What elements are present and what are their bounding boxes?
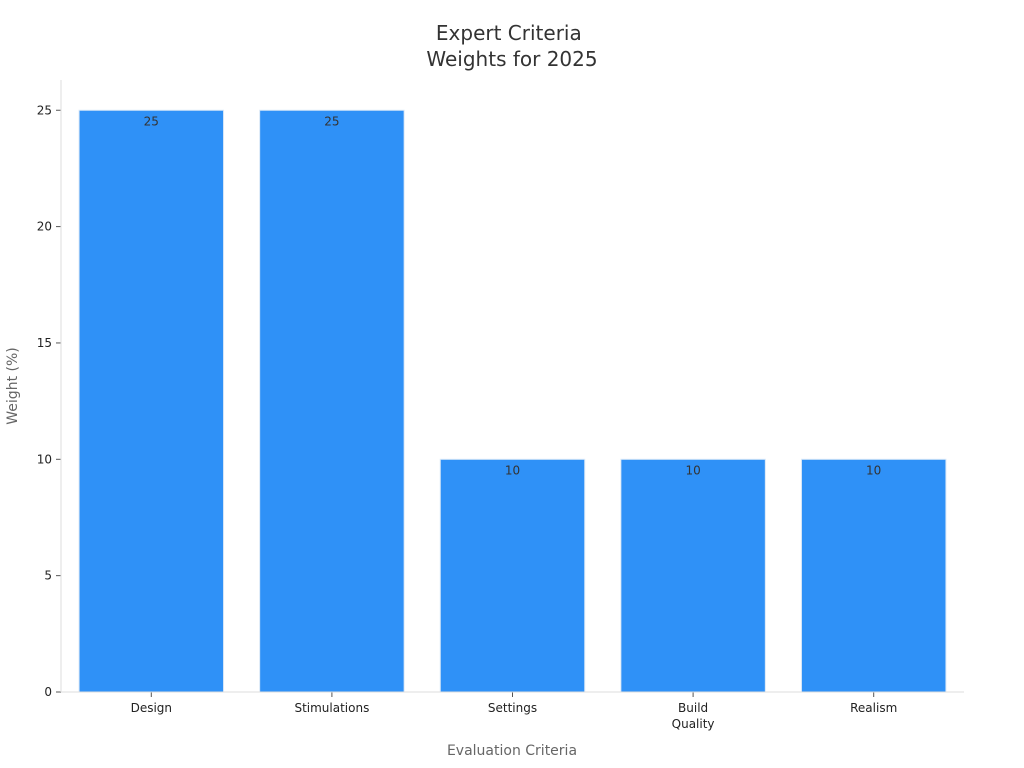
y-tick-label: 0 — [44, 685, 52, 699]
bars-group: 25 25 10 10 10 — [78, 109, 947, 693]
x-axis-ticks: Design Stimulations Settings Build Quality Re… — [131, 692, 897, 731]
chart-title-line-1: Expert Criteria — [436, 21, 582, 45]
y-tick-label: 20 — [37, 220, 52, 234]
x-tick-label: Build Quality — [672, 701, 715, 731]
chart-title: Expert Criteria Weights for 2025 — [426, 21, 597, 71]
bar-data-label: 25 — [144, 114, 159, 128]
bar — [439, 458, 586, 693]
bar — [800, 458, 947, 693]
bar-data-label: 10 — [505, 463, 520, 477]
y-tick-label: 5 — [44, 569, 52, 583]
x-tick-label: Realism — [850, 701, 897, 715]
bar — [620, 458, 766, 693]
y-axis-ticks: 0 5 10 15 20 25 — [37, 103, 61, 699]
bar-data-label: 10 — [685, 463, 700, 477]
x-tick-label: Design — [131, 701, 172, 715]
y-tick-label: 10 — [37, 452, 52, 466]
bar-data-label: 10 — [866, 463, 881, 477]
x-tick-label: Stimulations — [294, 701, 369, 715]
y-axis-title: Weight (%) — [5, 347, 21, 424]
bar — [259, 109, 405, 693]
bar-data-label: 25 — [324, 114, 339, 128]
bar — [78, 109, 225, 693]
x-tick-label: Settings — [488, 701, 537, 715]
y-tick-label: 15 — [37, 336, 52, 350]
x-axis-title: Evaluation Criteria — [447, 743, 577, 759]
y-tick-label: 25 — [37, 103, 52, 117]
chart-title-line-2: Weights for 2025 — [426, 47, 597, 71]
